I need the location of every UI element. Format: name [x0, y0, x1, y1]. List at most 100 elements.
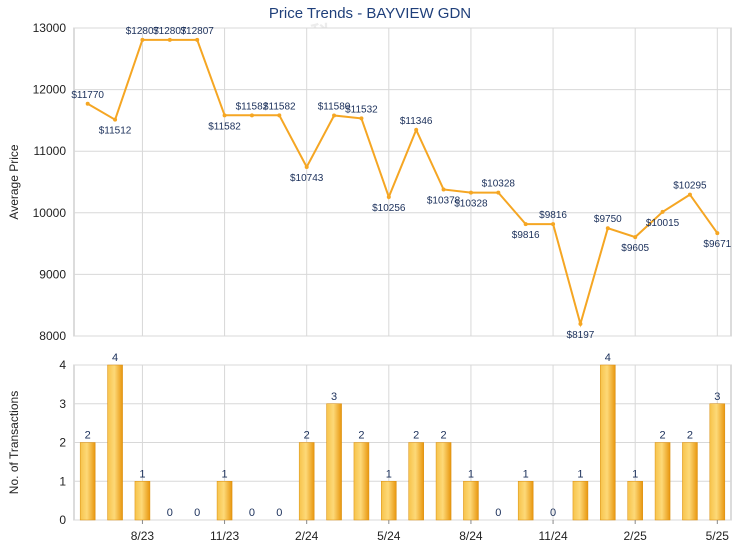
- chart-title: Price Trends - BAYVIEW GDN: [268, 5, 472, 22]
- y-tick-label: 4: [59, 358, 66, 372]
- y-tick-label: 12000: [33, 83, 67, 97]
- transaction-data-label: 2: [441, 430, 447, 442]
- price-data-label: $10743: [290, 173, 324, 184]
- price-data-label: $11770: [71, 90, 104, 101]
- transaction-bar: [709, 403, 726, 521]
- transaction-data-label: 2: [358, 430, 364, 442]
- transaction-bar: [517, 481, 534, 521]
- price-data-label: $10328: [482, 179, 516, 190]
- price-point: [85, 101, 90, 106]
- price-data-label: $10295: [673, 181, 707, 192]
- price-data-label: $11582: [208, 121, 241, 132]
- price-point: [441, 187, 446, 192]
- price-data-label: $10256: [372, 203, 406, 214]
- price-point: [715, 231, 720, 236]
- y-tick-label: 10000: [33, 206, 67, 220]
- price-data-label: $11346: [400, 116, 433, 127]
- y-axis-label-transactions: No. of Transactions: [7, 391, 21, 494]
- price-point: [468, 190, 473, 195]
- transaction-data-label: 1: [468, 468, 474, 480]
- price-data-label: $9750: [594, 214, 622, 225]
- price-data-label: $11532: [345, 104, 378, 115]
- transaction-bar: [682, 442, 698, 521]
- x-tick-label: 11/23: [210, 529, 239, 543]
- price-point: [578, 321, 583, 326]
- price-data-label: $8197: [567, 330, 595, 341]
- transaction-data-label: 1: [577, 468, 583, 480]
- transaction-bar: [627, 481, 643, 521]
- transaction-bar: [134, 481, 151, 521]
- price-point: [167, 37, 172, 42]
- price-point: [304, 165, 309, 170]
- transaction-data-label: 1: [632, 468, 638, 480]
- y-tick-label: 3: [59, 397, 66, 411]
- x-tick-label: 8/24: [459, 529, 483, 543]
- x-tick-label: 8/23: [131, 529, 155, 543]
- transaction-bar: [463, 481, 479, 521]
- transaction-bar: [216, 481, 233, 521]
- price-data-label: $12807: [181, 26, 215, 37]
- price-data-label: $12807: [126, 26, 160, 37]
- transaction-bar: [435, 442, 452, 521]
- transaction-data-label: 0: [495, 507, 501, 519]
- transaction-data-label: 0: [276, 507, 282, 519]
- price-point: [496, 190, 501, 195]
- price-data-label: $11582: [236, 101, 269, 112]
- x-tick-label: 11/24: [538, 529, 567, 543]
- transaction-data-label: 2: [413, 430, 419, 442]
- transaction-data-label: 0: [550, 507, 556, 519]
- price-data-label: $12807: [153, 26, 187, 37]
- transaction-data-label: 1: [386, 468, 392, 480]
- y-tick-label: 1: [59, 474, 66, 488]
- transaction-bar: [298, 442, 315, 521]
- transaction-bar: [326, 403, 342, 521]
- transaction-data-label: 3: [331, 391, 337, 403]
- price-data-label: $9816: [512, 230, 540, 241]
- transaction-bar: [381, 481, 397, 521]
- price-data-label: $10015: [646, 218, 680, 229]
- price-point: [414, 127, 419, 132]
- transaction-data-label: 1: [139, 468, 145, 480]
- y-tick-label: 13000: [33, 21, 67, 35]
- transaction-data-label: 1: [523, 468, 529, 480]
- price-point: [551, 222, 556, 227]
- transaction-data-label: 2: [85, 430, 91, 442]
- transaction-data-label: 2: [660, 430, 666, 442]
- transaction-data-label: 2: [304, 430, 310, 442]
- y-tick-label: 8000: [39, 329, 66, 343]
- transaction-data-label: 0: [167, 507, 173, 519]
- y-tick-label: 0: [59, 513, 66, 527]
- price-data-label: $9816: [539, 210, 567, 221]
- transaction-bar: [654, 442, 671, 521]
- price-data-label: $10378: [427, 196, 461, 207]
- transaction-data-label: 4: [112, 352, 118, 364]
- price-data-label: $9671: [703, 239, 731, 250]
- plot-area-price: [73, 27, 732, 337]
- transaction-data-label: 3: [714, 391, 720, 403]
- x-tick-label: 2/24: [295, 529, 319, 543]
- transaction-data-label: 4: [605, 352, 611, 364]
- price-point: [660, 209, 665, 214]
- price-data-label: $9605: [621, 243, 649, 254]
- y-tick-label: 2: [59, 436, 66, 450]
- transaction-data-label: 1: [222, 468, 228, 480]
- price-point: [113, 117, 118, 122]
- price-point: [687, 192, 692, 197]
- price-data-label: $11582: [263, 101, 296, 112]
- transaction-bar: [600, 364, 616, 521]
- price-point: [605, 226, 610, 231]
- price-data-label: $10328: [454, 199, 488, 210]
- price-data-label: $11580: [318, 101, 351, 112]
- transaction-data-label: 0: [194, 507, 200, 519]
- price-data-label: $11512: [99, 126, 132, 137]
- x-tick-label: 5/25: [706, 529, 730, 543]
- x-tick-label: 5/24: [377, 529, 401, 543]
- price-series-line: [87, 38, 719, 328]
- transaction-data-label: 0: [249, 507, 255, 519]
- y-tick-label: 11000: [34, 144, 67, 158]
- price-point: [140, 37, 145, 42]
- y-axis-label-price: Average Price: [7, 144, 21, 219]
- y-tick-label: 9000: [39, 267, 66, 281]
